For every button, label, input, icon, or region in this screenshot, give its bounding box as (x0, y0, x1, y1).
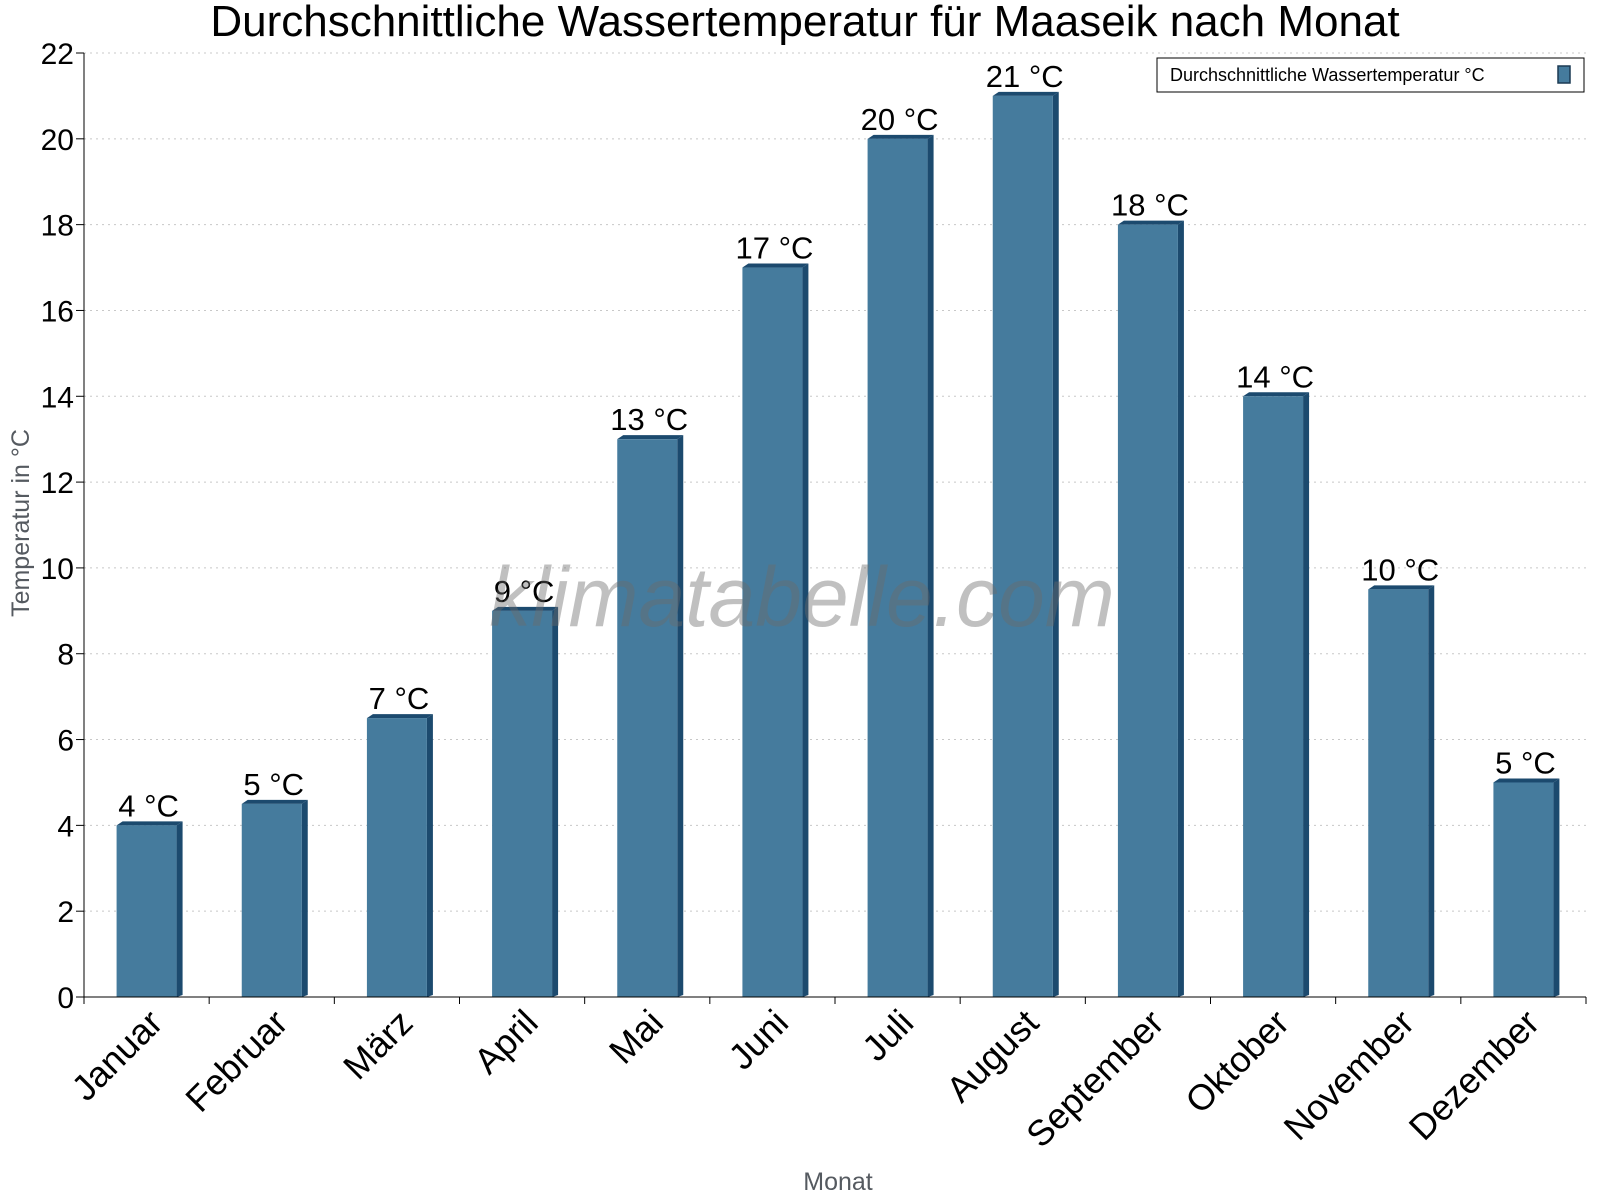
bar-top (492, 606, 559, 611)
bar-top (1493, 778, 1560, 783)
data-label: 17 °C (735, 231, 813, 266)
data-label: 13 °C (610, 402, 688, 437)
bar-side (1428, 585, 1435, 997)
x-category-label: November (1275, 1002, 1421, 1148)
bar-front (617, 439, 678, 997)
bar-september (1117, 220, 1184, 998)
x-category-label: Januar (63, 1002, 170, 1109)
y-tick-label: 22 (41, 38, 74, 71)
y-tick-label: 0 (57, 982, 74, 1015)
bar-juli (867, 134, 934, 997)
axes (76, 52, 1587, 1004)
bar-november (1368, 585, 1435, 997)
bar-januar (116, 821, 183, 997)
bar-märz (366, 714, 433, 997)
data-label: 14 °C (1236, 359, 1314, 394)
bar-top (116, 821, 183, 826)
y-axis-title: Temperatur in °C (7, 429, 35, 617)
data-label: 7 °C (369, 681, 430, 716)
bar-front (1493, 782, 1554, 997)
x-category-labels: Januar Februar März April Mai Juni Juli AugustS… (63, 1002, 1547, 1156)
bar-front (1243, 396, 1304, 998)
y-tick-label: 4 (57, 810, 74, 843)
bar-front (1368, 589, 1429, 997)
x-category-label: September (1018, 1002, 1172, 1156)
y-tick-label: 16 (41, 295, 74, 328)
y-tick-label: 14 (41, 381, 74, 414)
watermark: klimatabelle.com (489, 550, 1115, 644)
bar-april (492, 606, 559, 997)
x-category-label: April (466, 1002, 546, 1082)
data-labels: 4 °C 5 °C 7 °C 9 °C 13 °C 17 °C 20 °C 21 °C 18 °… (118, 59, 1555, 823)
x-category-label: Dezember (1401, 1002, 1547, 1148)
data-label: 5 °C (1495, 745, 1556, 780)
bar-side (927, 134, 934, 997)
data-label: 18 °C (1111, 188, 1189, 223)
legend-label: Durchschnittliche Wassertemperatur °C (1170, 65, 1485, 85)
bar-side (802, 263, 809, 998)
bar-side (176, 821, 183, 997)
x-category-label: März (335, 1002, 421, 1088)
bar-februar (241, 799, 308, 997)
bar-front (241, 803, 302, 997)
bar-side (426, 714, 433, 997)
bar-top (992, 91, 1059, 96)
bar-front (1117, 224, 1178, 998)
y-tick-label: 2 (57, 896, 74, 929)
data-label: 20 °C (861, 102, 939, 137)
data-label: 5 °C (243, 767, 304, 802)
data-label: 10 °C (1361, 552, 1439, 587)
bar-side (1303, 392, 1310, 998)
bars (116, 91, 1560, 998)
bar-august (992, 91, 1059, 998)
bar-top (617, 435, 684, 440)
grid-lines (84, 52, 1586, 912)
bar-side (677, 435, 684, 997)
y-tick-label: 8 (57, 639, 74, 672)
x-axis-title: Monat (803, 1168, 873, 1196)
legend: Durchschnittliche Wassertemperatur °C (1156, 57, 1585, 93)
y-tick-label: 18 (41, 210, 74, 243)
x-category-label: Februar (177, 1002, 295, 1120)
x-category-label: Oktober (1177, 1002, 1297, 1122)
bar-side (301, 799, 308, 997)
y-tick-labels: 0 2 4 6 8 10 12 14 16 18 20 22 (41, 38, 74, 1015)
bar-front (992, 95, 1053, 998)
bar-front (867, 138, 928, 997)
bar-front (742, 267, 803, 998)
x-category-label: Juni (720, 1002, 796, 1078)
bar-side (1177, 220, 1184, 998)
y-tick-label: 12 (41, 467, 74, 500)
x-category-label: Mai (601, 1002, 671, 1072)
bar-top (867, 134, 934, 139)
x-category-label: Juli (854, 1002, 921, 1069)
bar-oktober (1243, 392, 1310, 998)
chart-title: Durchschnittliche Wassertemperatur für M… (210, 0, 1399, 46)
data-label: 4 °C (118, 788, 179, 823)
legend-box (1156, 57, 1585, 93)
bar-top (1368, 585, 1435, 590)
bar-top (1243, 392, 1310, 397)
bar-side (1052, 91, 1059, 998)
bar-top (1117, 220, 1184, 225)
x-category-label: August (938, 1002, 1046, 1110)
bar-front (116, 825, 177, 997)
bar-top (366, 714, 433, 719)
y-tick-label: 10 (41, 553, 74, 586)
bar-juni (742, 263, 809, 998)
y-tick-label: 20 (41, 124, 74, 157)
data-label: 21 °C (986, 59, 1064, 94)
y-tick-label: 6 (57, 725, 74, 758)
bar-top (742, 263, 809, 268)
bar-top (241, 799, 308, 804)
bar-dezember (1493, 778, 1560, 997)
bar-front (366, 718, 427, 997)
bar-side (1553, 778, 1560, 997)
data-label: 9 °C (494, 574, 555, 609)
bar-front (492, 610, 553, 997)
legend-swatch (1557, 65, 1571, 84)
bar-side (552, 606, 559, 997)
bar-mai (617, 435, 684, 997)
